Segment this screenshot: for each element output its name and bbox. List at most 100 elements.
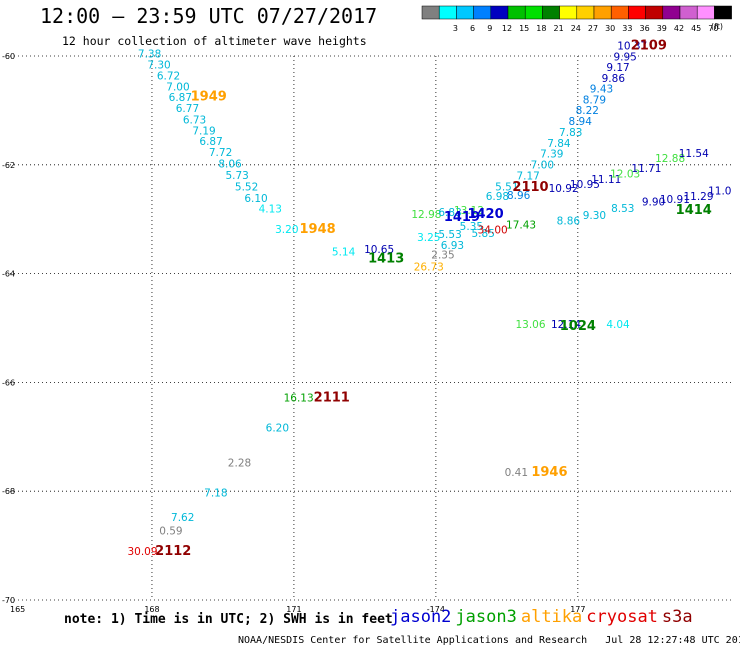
wave-height-value: 6.93 [441, 240, 464, 252]
wave-height-value: 8.22 [576, 105, 599, 117]
wave-height-value: 9.86 [602, 73, 626, 85]
wave-height-value: 11.71 [631, 163, 661, 175]
wave-height-observations: 7.387.306.727.006.876.776.737.196.877.72… [127, 40, 731, 557]
color-bin [576, 5, 595, 20]
timestamp: Jul 28 12:27:48 UTC 2017 [605, 635, 740, 646]
wave-height-value: 10.95 [570, 179, 600, 191]
pass-id-label: 2112 [155, 544, 191, 559]
wave-height-value: 7.30 [147, 60, 170, 72]
color-bin [524, 5, 543, 20]
latitude-tick-label: -68 [2, 487, 15, 496]
wave-height-value: 6.77 [176, 103, 199, 115]
longitude-tick-label: 168 [144, 605, 159, 614]
map-axes: 165 168 171 -174 177 -60 -62 -64 -66 -68 -70 [2, 52, 585, 614]
longitude-tick-label: 177 [570, 605, 585, 614]
mission-s3a: s3a [661, 607, 693, 627]
wave-height-value: 12.03 [610, 168, 640, 180]
color-bin [490, 5, 509, 20]
wave-height-value: 10.92 [549, 183, 579, 195]
wave-height-value: 5.73 [225, 170, 248, 182]
wave-height-value: 12.14 [551, 319, 581, 331]
wave-height-value: 6.20 [266, 422, 289, 434]
pass-id-label: 2111 [314, 390, 350, 405]
longitude-tick-label: -174 [427, 605, 445, 614]
latitude-tick-label: -70 [2, 596, 15, 605]
color-bin [593, 5, 612, 20]
color-bin-label: 30 [605, 24, 615, 33]
wave-height-value: 13.12 [454, 205, 484, 217]
mission-jason3: jason3 [455, 607, 517, 627]
color-bin [559, 5, 578, 20]
color-bin-label: 9 [487, 24, 492, 33]
wave-height-value: 7.83 [559, 127, 582, 139]
wave-height-value: 30.09 [127, 546, 157, 558]
color-bin [610, 5, 629, 20]
wave-height-value: 0.41 [505, 467, 528, 479]
color-bin-label: 3 [453, 24, 458, 33]
wave-height-value: 12.98 [411, 209, 441, 221]
wave-height-value: 7.00 [531, 160, 554, 172]
map-grid [10, 55, 734, 601]
wave-height-value: 9.30 [583, 210, 606, 222]
mission-legend: jason2 jason3 altika cryosat s3a [390, 607, 697, 627]
wave-height-value: 9.17 [606, 62, 629, 74]
wave-height-value: 4.04 [606, 319, 630, 331]
wave-height-value: 16.13 [284, 392, 314, 404]
wave-height-value: 4.13 [259, 204, 282, 216]
wave-height-value: 7.62 [171, 512, 194, 524]
color-bin-label: 42 [674, 24, 684, 33]
wave-height-value: 5.85 [472, 228, 495, 240]
wave-height-value: 11.11 [591, 174, 621, 186]
color-bin-label: 33 [622, 24, 632, 33]
longitude-tick-label: 171 [286, 605, 301, 614]
wave-height-value: 2.35 [431, 249, 454, 261]
pass-id-label: 1419 [444, 210, 480, 225]
wave-height-value: 7.19 [192, 125, 215, 137]
color-bin-label: 39 [657, 24, 667, 33]
wave-height-value: 7.38 [138, 49, 161, 61]
wave-height-value: 6.72 [157, 70, 180, 82]
longitude-tick-label: 165 [10, 605, 25, 614]
wave-height-value: 2.28 [228, 458, 251, 470]
pass-id-label: 1948 [299, 222, 335, 237]
wave-height-value: 7.17 [516, 170, 539, 182]
color-scale-unit: (ft) [711, 22, 723, 31]
wave-height-value: 10.37 [617, 40, 647, 52]
wave-height-value: 8.96 [507, 190, 531, 202]
credit-line: NOAA/NESDIS Center for Satellite Applica… [238, 635, 740, 646]
color-bin-label: 70 [708, 24, 718, 33]
color-bin-label: 12 [502, 24, 512, 33]
wave-height-value: 6.73 [183, 114, 206, 126]
color-bin [507, 5, 526, 20]
wave-height-value: 17.43 [506, 219, 536, 231]
pass-id-label: 1949 [191, 90, 227, 105]
color-bin-label: 6 [470, 24, 475, 33]
wave-height-value: 8.79 [583, 94, 606, 106]
wave-height-value: 9.43 [590, 83, 613, 95]
latitude-tick-label: -60 [2, 52, 15, 61]
wave-height-value: 5.51 [495, 181, 518, 193]
wave-height-value: 6.10 [244, 193, 267, 205]
wave-height-value: 5.53 [438, 229, 461, 241]
pass-id-label: 2110 [512, 180, 548, 195]
color-bin [473, 5, 492, 20]
color-bin-label: 36 [640, 24, 650, 33]
wave-height-value: 8.06 [218, 159, 242, 171]
mission-altika: altika [520, 607, 583, 627]
wave-height-value: 7.00 [166, 81, 189, 93]
wave-height-value: 7.72 [209, 147, 232, 159]
color-bin [438, 5, 457, 20]
wave-height-value: 5.52 [235, 181, 258, 193]
wave-height-value: 8.94 [569, 116, 593, 128]
color-bin [628, 5, 646, 20]
wave-height-value: 6.98 [486, 191, 509, 203]
wave-height-value: 8.53 [611, 203, 634, 215]
map-title: 12:00 – 23:59 UTC 07/27/2017 [40, 4, 378, 28]
pass-id-label: 1946 [531, 465, 567, 480]
color-bin [645, 5, 664, 20]
latitude-tick-label: -62 [2, 161, 15, 170]
color-bin [662, 5, 681, 20]
wave-height-value: 12.88 [655, 153, 685, 165]
